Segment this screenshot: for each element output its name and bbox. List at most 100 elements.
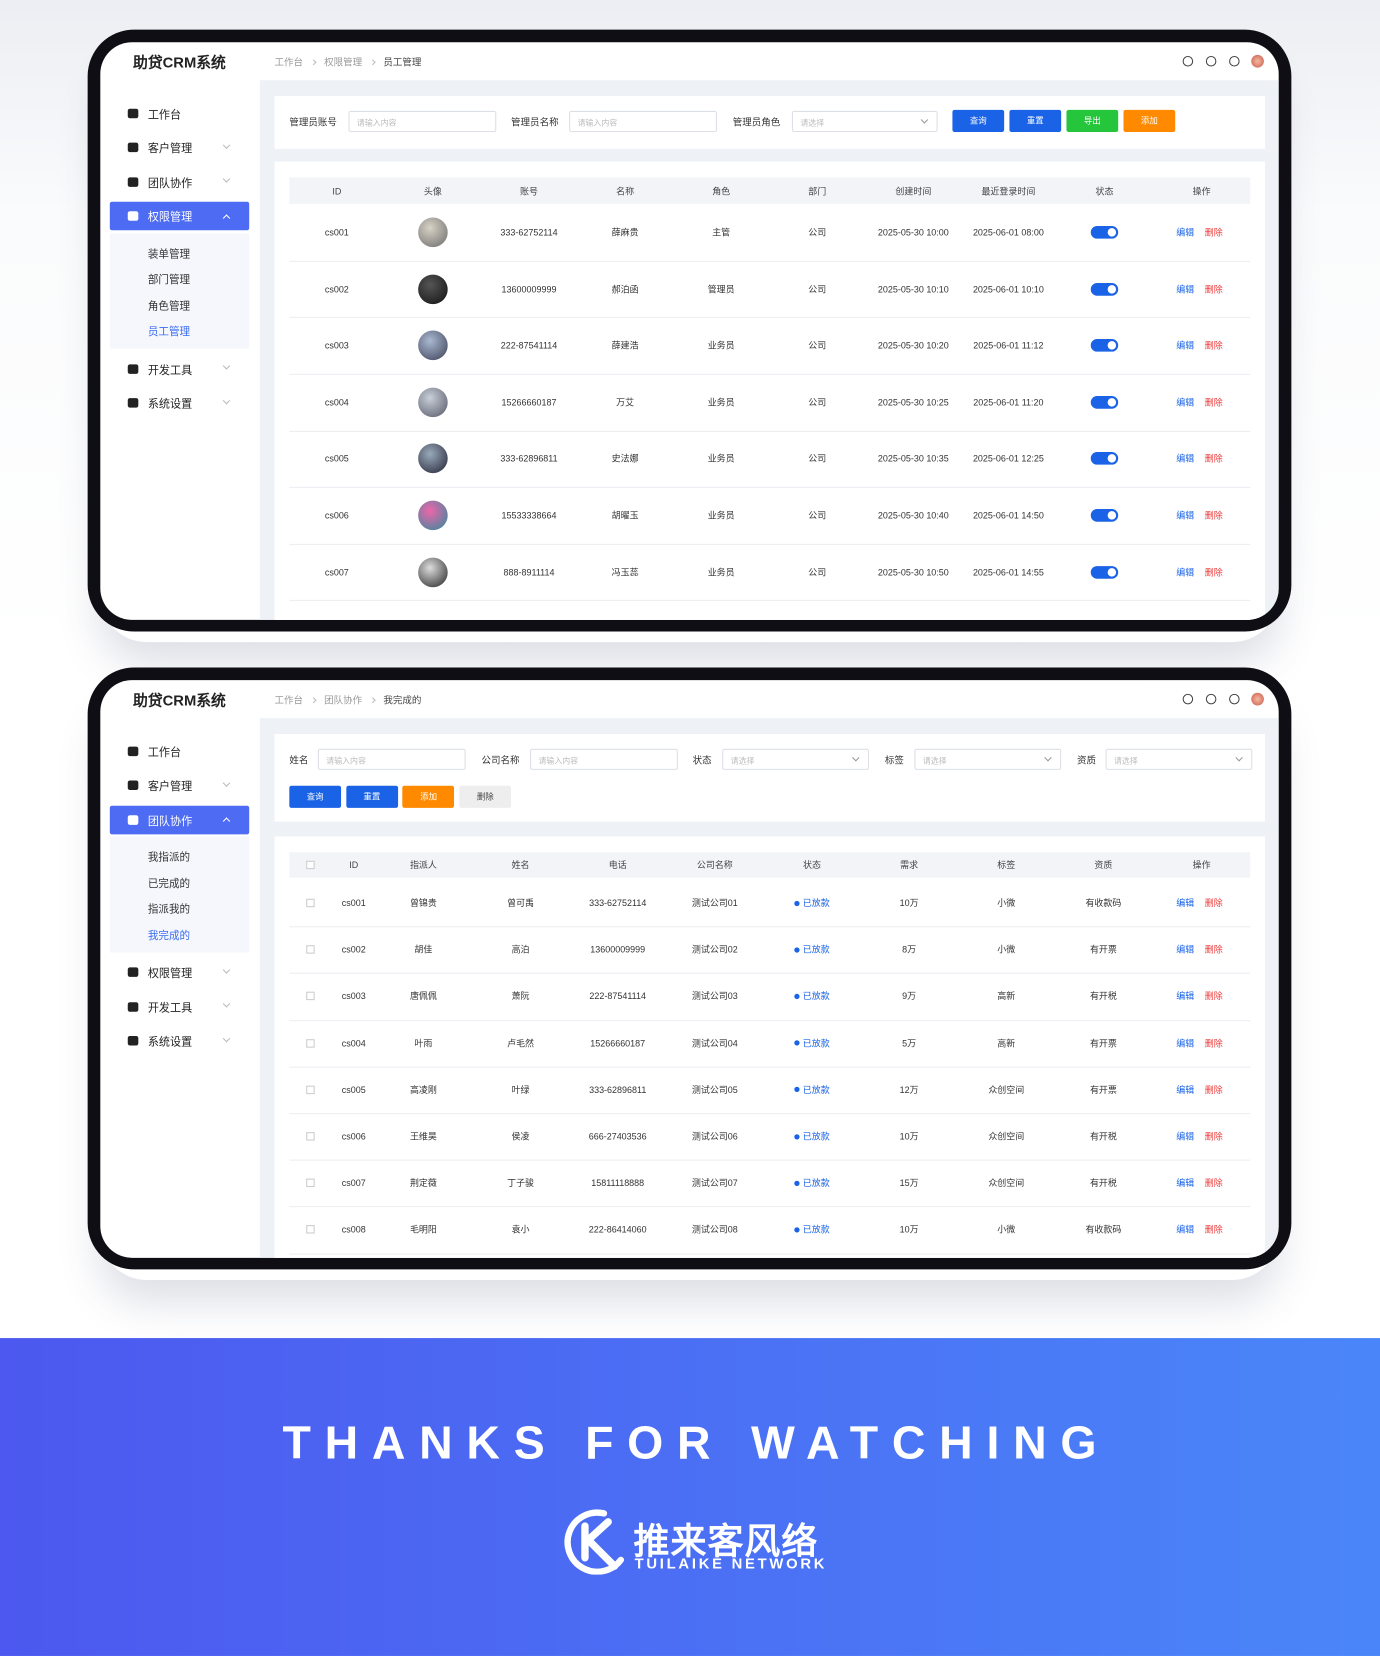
header-icon[interactable] xyxy=(1182,55,1194,67)
select-box[interactable]: 请选择 xyxy=(1105,748,1253,770)
menu-item[interactable]: 权限管理 xyxy=(147,967,193,981)
status-switch[interactable] xyxy=(1090,509,1119,522)
select-box[interactable]: 请选择 xyxy=(914,748,1062,770)
button[interactable]: 查询 xyxy=(952,109,1005,133)
submenu-item[interactable]: 我完成的 xyxy=(147,929,191,942)
select-box[interactable]: 请选择 xyxy=(722,748,870,770)
edit-link[interactable]: 编辑 xyxy=(1176,991,1195,1002)
delete-link[interactable]: 删除 xyxy=(1204,283,1223,295)
button[interactable]: 查询 xyxy=(289,785,342,808)
delete-link[interactable]: 删除 xyxy=(1204,227,1223,238)
delete-link[interactable]: 删除 xyxy=(1204,944,1223,955)
edit-link[interactable]: 编辑 xyxy=(1176,1131,1195,1142)
header-icon[interactable] xyxy=(1205,693,1217,705)
delete-link[interactable]: 删除 xyxy=(1204,396,1223,408)
status-switch[interactable] xyxy=(1090,226,1119,239)
header-icon[interactable] xyxy=(1229,693,1240,705)
row-divider xyxy=(289,487,1251,489)
header-icon[interactable] xyxy=(1182,693,1194,705)
input-box[interactable]: 请输入内容 xyxy=(317,748,466,770)
checkbox[interactable] xyxy=(306,945,315,954)
breadcrumb-item[interactable]: 我完成的 xyxy=(383,694,422,706)
menu-item[interactable]: 工作台 xyxy=(147,108,182,121)
delete-link[interactable]: 删除 xyxy=(1204,453,1223,465)
breadcrumb-item[interactable]: 员工管理 xyxy=(383,57,422,68)
header-icon[interactable] xyxy=(1229,55,1240,67)
edit-link[interactable]: 编辑 xyxy=(1176,944,1195,955)
edit-link[interactable]: 编辑 xyxy=(1176,340,1195,351)
user-avatar[interactable] xyxy=(1251,692,1264,706)
breadcrumb-separator xyxy=(310,696,317,703)
edit-link[interactable]: 编辑 xyxy=(1176,510,1195,521)
submenu-item[interactable]: 装单管理 xyxy=(147,248,191,261)
checkbox[interactable] xyxy=(306,1132,315,1141)
checkbox[interactable] xyxy=(306,1085,315,1094)
submenu-item[interactable]: 已完成的 xyxy=(147,878,191,890)
delete-link[interactable]: 删除 xyxy=(1204,510,1223,521)
checkbox[interactable] xyxy=(306,1178,315,1188)
menu-item[interactable]: 开发工具 xyxy=(147,1001,193,1015)
submenu-item[interactable]: 我指派的 xyxy=(147,852,191,864)
delete-link[interactable]: 删除 xyxy=(1204,340,1223,351)
input-box[interactable]: 请输入内容 xyxy=(530,748,678,770)
menu-item[interactable]: 团队协作 xyxy=(147,176,193,190)
edit-link[interactable]: 编辑 xyxy=(1176,227,1195,238)
checkbox[interactable] xyxy=(306,898,315,908)
breadcrumb-item[interactable]: 团队协作 xyxy=(324,694,363,706)
edit-link[interactable]: 编辑 xyxy=(1176,566,1195,578)
status-switch[interactable] xyxy=(1090,282,1119,296)
delete-link[interactable]: 删除 xyxy=(1204,1084,1223,1095)
button[interactable]: 删除 xyxy=(459,785,512,808)
menu-item[interactable]: 工作台 xyxy=(147,746,182,759)
status-switch[interactable] xyxy=(1090,565,1119,579)
checkbox[interactable] xyxy=(306,860,315,870)
input-box[interactable]: 请输入内容 xyxy=(348,110,497,133)
header-icon[interactable] xyxy=(1205,55,1217,67)
table-cell: 卢毛然 xyxy=(507,1037,535,1049)
status-switch[interactable] xyxy=(1090,339,1119,352)
menu-item[interactable]: 团队协作 xyxy=(147,814,193,828)
checkbox[interactable] xyxy=(306,1225,315,1234)
breadcrumb-item[interactable]: 权限管理 xyxy=(324,57,363,68)
menu-item[interactable]: 权限管理 xyxy=(147,211,193,224)
button[interactable]: 添加 xyxy=(1123,109,1176,133)
edit-link[interactable]: 编辑 xyxy=(1176,1177,1195,1189)
submenu-item[interactable]: 指派我的 xyxy=(147,904,191,916)
input-box[interactable]: 请输入内容 xyxy=(569,110,717,133)
user-avatar[interactable] xyxy=(1251,54,1264,68)
breadcrumb: 工作台 权限管理 员工管理 xyxy=(275,55,422,69)
checkbox[interactable] xyxy=(306,992,315,1001)
button[interactable]: 重置 xyxy=(1009,109,1062,133)
edit-link[interactable]: 编辑 xyxy=(1176,453,1195,465)
submenu-item[interactable]: 员工管理 xyxy=(147,326,191,338)
edit-link[interactable]: 编辑 xyxy=(1176,897,1195,909)
button[interactable]: 添加 xyxy=(402,785,455,808)
breadcrumb-item[interactable]: 工作台 xyxy=(274,694,304,706)
button[interactable]: 重置 xyxy=(346,785,398,808)
edit-link[interactable]: 编辑 xyxy=(1176,1037,1195,1049)
edit-link[interactable]: 编辑 xyxy=(1176,1224,1195,1235)
delete-link[interactable]: 删除 xyxy=(1204,1037,1223,1049)
menu-item[interactable]: 系统设置 xyxy=(147,1036,193,1049)
edit-link[interactable]: 编辑 xyxy=(1176,1084,1195,1095)
edit-link[interactable]: 编辑 xyxy=(1176,396,1195,408)
delete-link[interactable]: 删除 xyxy=(1204,1224,1223,1235)
edit-link[interactable]: 编辑 xyxy=(1176,283,1195,295)
delete-link[interactable]: 删除 xyxy=(1204,566,1223,578)
status-switch[interactable] xyxy=(1090,452,1119,466)
checkbox[interactable] xyxy=(306,1038,315,1048)
delete-link[interactable]: 删除 xyxy=(1204,1177,1223,1189)
status-switch[interactable] xyxy=(1090,395,1119,409)
select-box[interactable]: 请选择 xyxy=(791,110,938,133)
delete-link[interactable]: 删除 xyxy=(1204,991,1223,1002)
menu-item[interactable]: 客户管理 xyxy=(147,142,193,156)
delete-link[interactable]: 删除 xyxy=(1204,897,1223,909)
breadcrumb-item[interactable]: 工作台 xyxy=(274,57,304,68)
submenu-item[interactable]: 部门管理 xyxy=(147,274,191,287)
submenu-item[interactable]: 角色管理 xyxy=(147,300,191,313)
delete-link[interactable]: 删除 xyxy=(1204,1131,1223,1142)
menu-item[interactable]: 开发工具 xyxy=(147,363,193,377)
menu-item[interactable]: 系统设置 xyxy=(147,398,193,411)
menu-item[interactable]: 客户管理 xyxy=(147,780,193,794)
button[interactable]: 导出 xyxy=(1066,109,1119,133)
